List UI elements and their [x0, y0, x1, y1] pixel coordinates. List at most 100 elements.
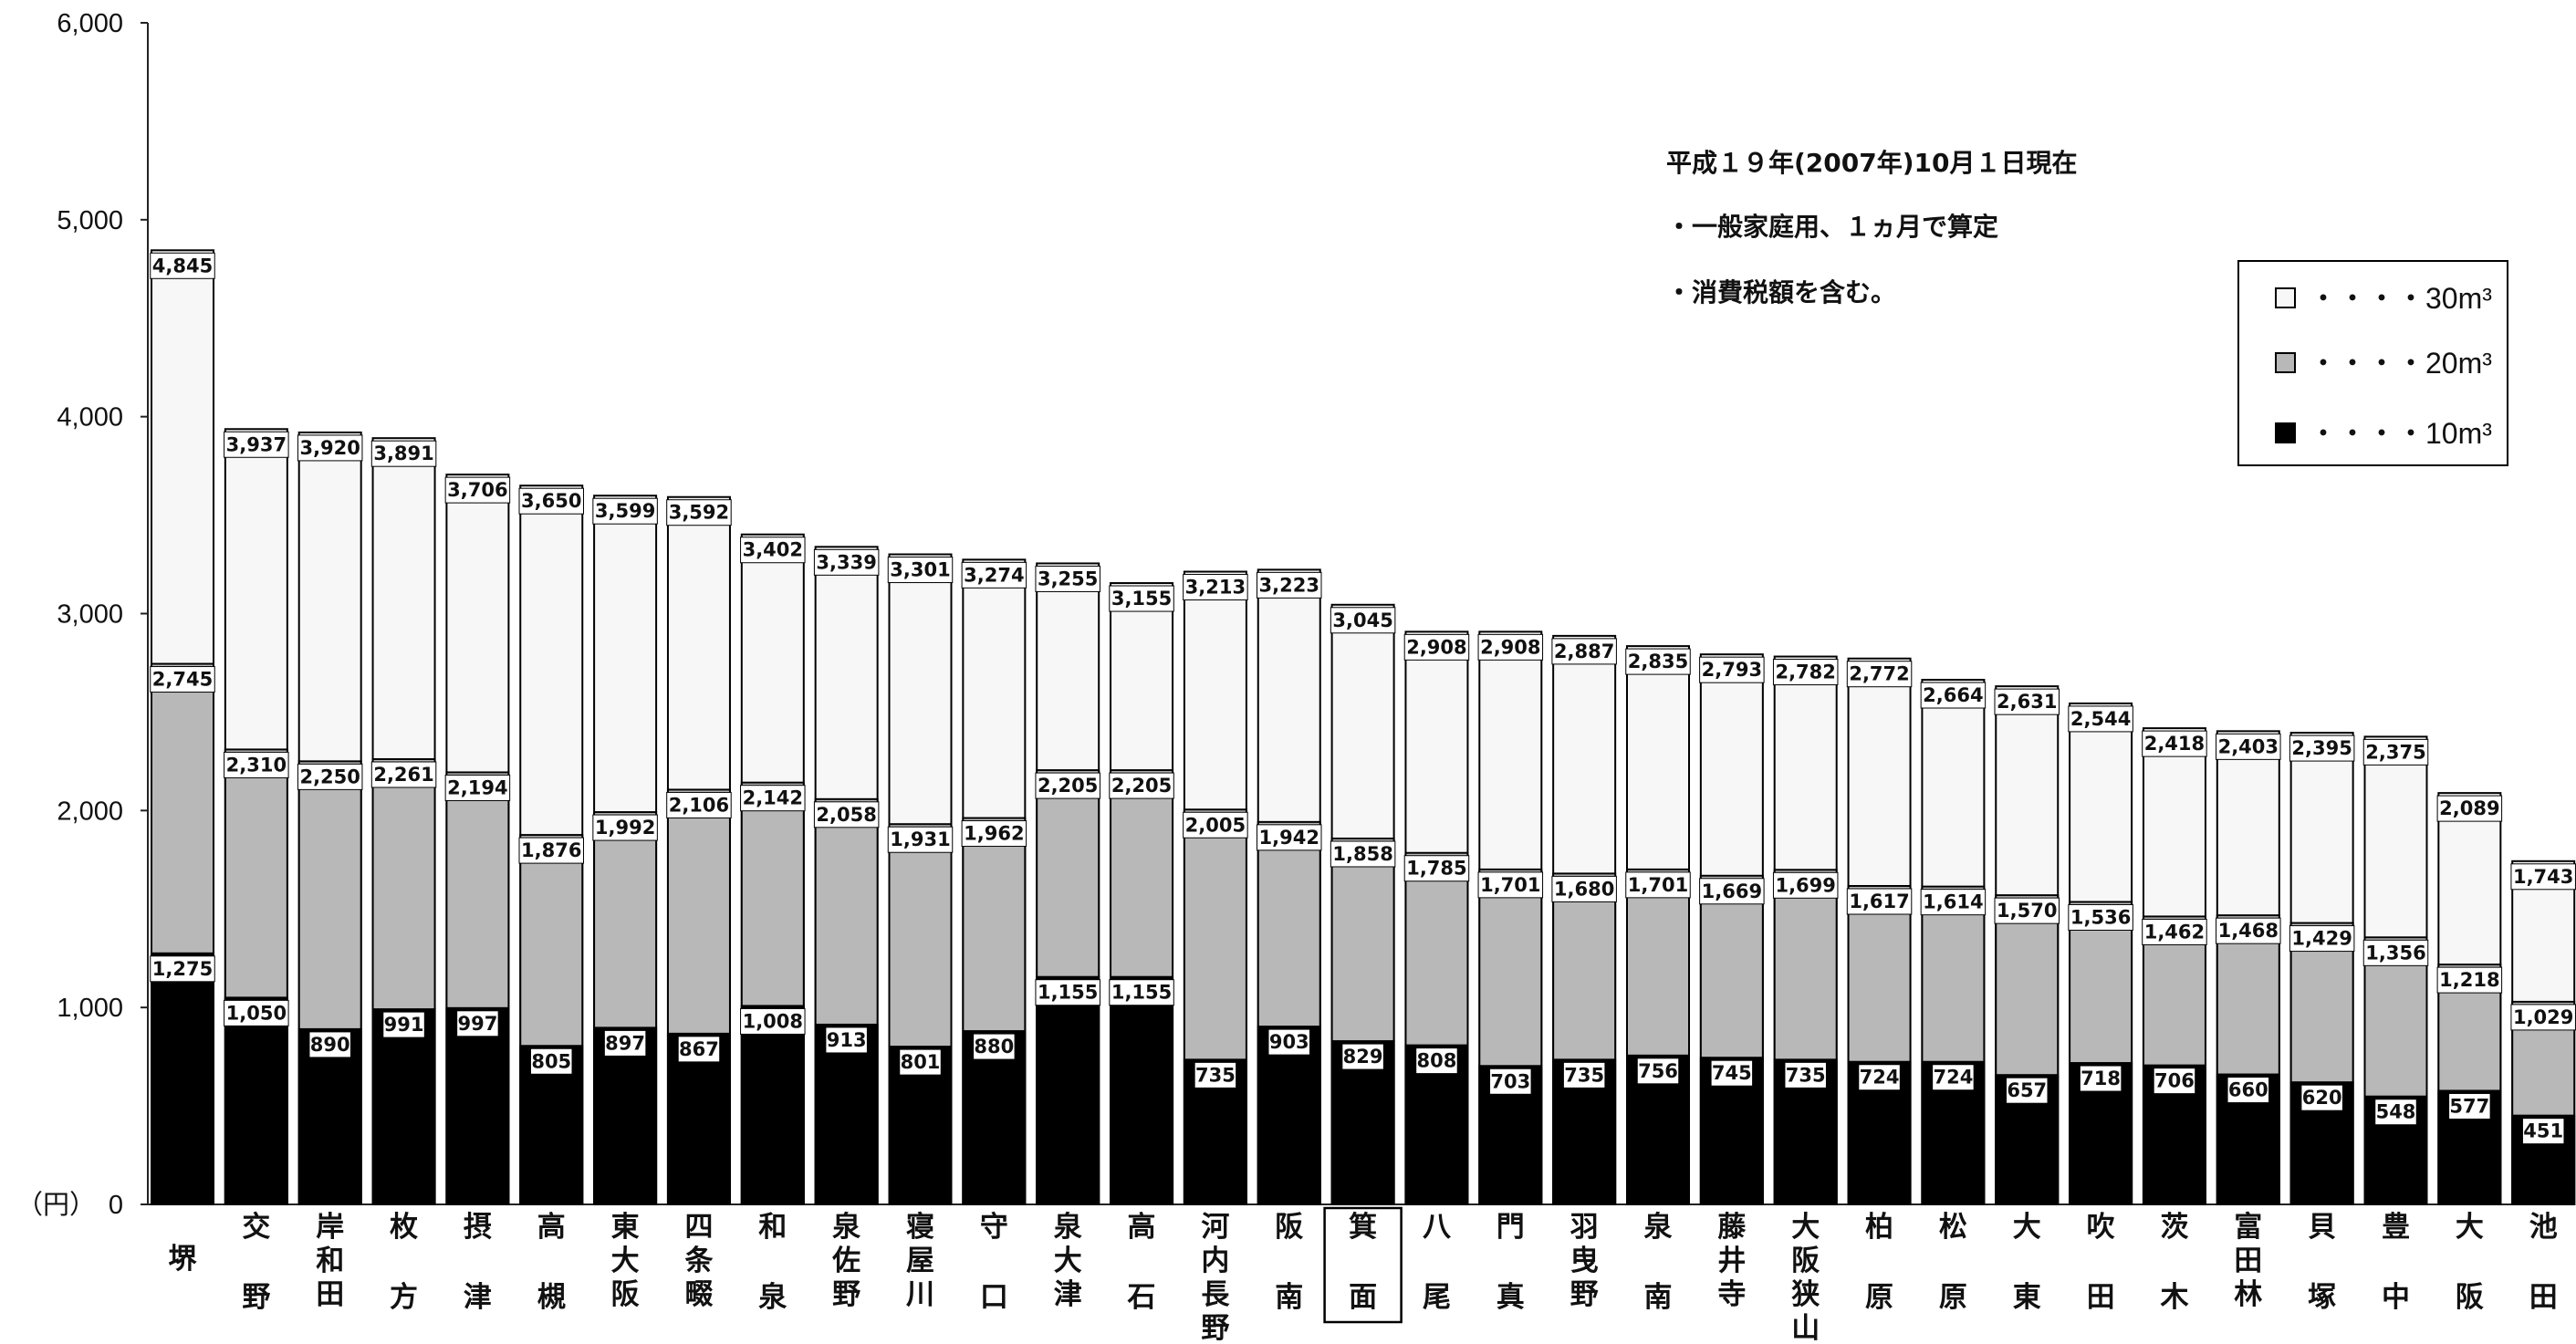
value-label-30m3-box — [1257, 571, 1322, 599]
legend-label-20: ・・・・20m³ — [2309, 347, 2492, 380]
value-label-30m3-box — [1772, 659, 1839, 686]
value-label-10m3: 1,155 — [1111, 982, 1172, 1004]
value-label-30m3-box — [1846, 661, 1913, 688]
value-label-20m3-box — [1772, 871, 1839, 899]
value-label-10m3-box — [1858, 1064, 1901, 1091]
value-label-10m3: 903 — [1269, 1031, 1309, 1053]
value-label-30m3: 3,155 — [1111, 588, 1172, 609]
value-label-20m3-box — [297, 763, 363, 790]
value-label-10m3: 829 — [1343, 1046, 1383, 1068]
value-label-10m3-box — [150, 955, 215, 983]
value-label-30m3-box — [2436, 795, 2503, 822]
y-tick-label: 1,000 — [57, 994, 123, 1023]
legend-swatch-30 — [2275, 287, 2296, 308]
value-label-20m3-box — [2510, 1004, 2576, 1031]
value-label-20m3-box — [150, 666, 215, 693]
value-label-30m3-box — [813, 548, 880, 576]
category-label: 貝 — [2308, 1211, 2336, 1244]
category-label: 岸 — [316, 1211, 344, 1244]
value-label-20m3: 2,058 — [816, 804, 876, 826]
value-label-30m3-box — [1994, 688, 2060, 715]
value-label-20m3-box — [961, 820, 1027, 848]
value-label-10m3-box — [740, 1007, 806, 1035]
category-label: 阪 — [1275, 1211, 1303, 1244]
value-label-10m3: 745 — [1712, 1062, 1752, 1084]
value-label-10m3-box — [899, 1048, 942, 1076]
value-label-20m3: 1,029 — [2513, 1006, 2573, 1028]
value-label-10m3: 897 — [605, 1032, 645, 1054]
category-label: 大 — [2013, 1211, 2041, 1244]
value-label-30m3: 2,089 — [2439, 797, 2499, 819]
value-label-30m3: 2,835 — [1628, 651, 1688, 672]
value-label-30m3-box — [2216, 733, 2281, 760]
value-label-10m3: 718 — [2081, 1068, 2121, 1089]
value-label-30m3: 4,845 — [152, 255, 213, 276]
value-label-30m3: 2,908 — [1480, 636, 1540, 658]
value-label-20m3: 1,785 — [1406, 858, 1466, 880]
legend-swatch-20 — [2275, 352, 2296, 373]
value-label-30m3-box — [2510, 863, 2576, 891]
value-label-30m3: 3,213 — [1185, 577, 1246, 599]
value-label-30m3-box — [444, 476, 511, 504]
value-label-30m3: 3,891 — [373, 443, 433, 464]
category-label: 南 — [1275, 1281, 1303, 1314]
bar-10m3 — [814, 1023, 879, 1206]
category-label: 野 — [1201, 1312, 1229, 1344]
category-label: 藤 — [1717, 1211, 1747, 1244]
category-label: 東 — [611, 1211, 640, 1244]
value-label-10m3-box — [1109, 979, 1174, 1006]
value-label-30m3-box — [2142, 730, 2207, 757]
value-label-10m3-box — [1035, 979, 1100, 1006]
value-label-20m3-box — [370, 761, 437, 788]
value-label-30m3-box — [224, 431, 289, 458]
value-label-30m3: 3,301 — [890, 559, 950, 581]
value-label-10m3: 735 — [1786, 1064, 1826, 1086]
value-label-30m3-box — [1477, 633, 1544, 661]
value-label-30m3: 3,920 — [299, 437, 360, 459]
category-label: 野 — [832, 1278, 860, 1311]
category-label: 羽 — [1570, 1211, 1599, 1244]
value-label-30m3-box — [1625, 648, 1691, 675]
value-label-30m3-box — [1403, 633, 1470, 661]
bar-10m3 — [1110, 975, 1174, 1206]
bar-10m3 — [1036, 975, 1100, 1206]
value-label-30m3-box — [666, 499, 732, 526]
value-label-20m3-box — [444, 774, 511, 801]
value-label-20m3: 2,205 — [1111, 775, 1172, 797]
category-label: 田 — [316, 1278, 344, 1311]
value-label-10m3-box — [2227, 1077, 2270, 1104]
value-label-10m3: 991 — [384, 1014, 424, 1036]
value-label-10m3: 620 — [2302, 1087, 2342, 1109]
category-label: 長 — [1201, 1278, 1230, 1311]
value-label-10m3-box — [1489, 1068, 1532, 1095]
value-label-20m3-box — [224, 751, 289, 778]
category-label: 田 — [2529, 1281, 2558, 1314]
value-label-20m3: 1,429 — [2291, 928, 2352, 950]
value-label-30m3-box — [150, 252, 215, 279]
category-label: 山 — [1791, 1312, 1820, 1344]
bar-10m3 — [593, 1026, 658, 1205]
value-label-30m3: 2,887 — [1554, 641, 1614, 662]
notes: 平成１９年(2007年)10月１日現在 ・一般家庭用、１ヵ月で算定 ・消費税額を… — [1666, 148, 2078, 307]
value-label-20m3: 2,005 — [1185, 814, 1246, 836]
category-label: 阪 — [2456, 1281, 2484, 1314]
value-label-10m3-box — [2521, 1118, 2565, 1145]
value-label-20m3: 1,992 — [595, 817, 655, 839]
value-label-20m3: 1,617 — [1849, 891, 1909, 912]
value-label-20m3: 2,142 — [743, 787, 803, 809]
category-label: 曳 — [1570, 1245, 1599, 1277]
category-label: 槻 — [537, 1281, 566, 1314]
value-label-30m3-box — [2068, 705, 2133, 733]
category-label: 高 — [1128, 1211, 1156, 1244]
y-tick-label: 0 — [109, 1191, 123, 1220]
note-tax: ・消費税額を含む。 — [1666, 277, 1896, 307]
value-label-30m3-box — [1920, 682, 1987, 709]
value-label-30m3: 3,650 — [521, 490, 581, 512]
category-label: 畷 — [684, 1278, 713, 1311]
value-label-20m3: 1,356 — [2365, 942, 2425, 964]
value-label-10m3: 808 — [1417, 1050, 1457, 1072]
value-label-20m3: 1,570 — [1997, 900, 2057, 922]
legend: ・・・・30m³ ・・・・20m³ ・・・・10m³ — [2237, 260, 2508, 466]
legend-swatch-10 — [2275, 422, 2296, 443]
category-label: 摂 — [464, 1211, 492, 1244]
